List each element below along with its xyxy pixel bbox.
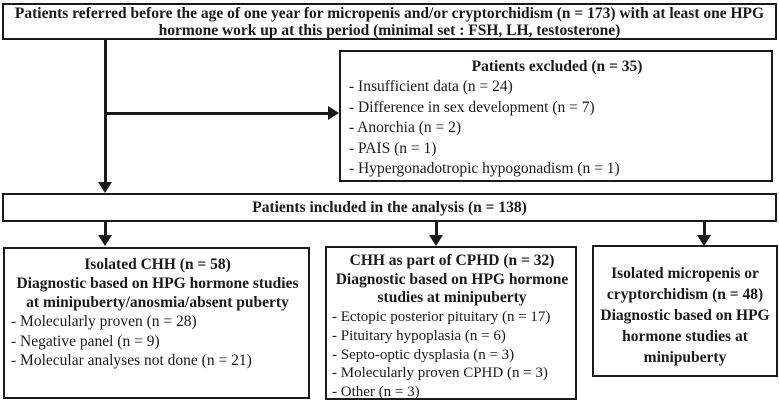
isolated-chh-box: Isolated CHH (n = 58) Diagnostic based o… <box>3 247 310 399</box>
excluded-item: - Difference in sex development (n = 7) <box>349 98 595 116</box>
connector-excluded-branch <box>104 112 328 115</box>
isolated-chh-title-line: Diagnostic based on HPG hormone studies <box>16 275 299 292</box>
excluded-item: - Anorchia (n = 2) <box>349 119 462 136</box>
included-label: Patients included in the analysis (n = 1… <box>252 198 527 216</box>
cphd-item: - Molecularly proven CPHD (n = 3) <box>332 365 548 382</box>
cphd-title-line: Diagnostic based on HPG hormone <box>335 270 569 288</box>
isolated-chh-title-line: Isolated CHH (n = 58) <box>84 256 231 273</box>
arrowhead-to-excluded <box>328 106 339 120</box>
connector-to-isolated-micropenis <box>703 222 706 236</box>
cphd-title-line: CHH as part of CPHD (n = 32) <box>349 252 555 269</box>
isolated-micropenis-title-line: Diagnostic based on HPG <box>600 307 770 324</box>
connector-to-cphd <box>435 222 438 236</box>
isolated-micropenis-title-line: minipuberty <box>643 349 727 366</box>
arrowhead-to-isolated-chh <box>98 235 112 246</box>
isolated-micropenis-title-line: Isolated micropenis or <box>611 265 759 282</box>
cphd-item: - Septo-optic dysplasia (n = 3) <box>332 346 515 363</box>
connector-to-isolated-chh <box>104 222 107 236</box>
cphd-item: - Other (n = 3) <box>332 383 420 400</box>
isolated-chh-title-line: at minipuberty/anosmia/absent puberty <box>26 294 289 311</box>
included-patients-bar: Patients included in the analysis (n = 1… <box>2 193 777 222</box>
excluded-item: - Insufficient data (n = 24) <box>349 78 513 95</box>
cphd-title-line: studies at minipuberty <box>377 289 527 307</box>
isolated-micropenis-title-line: hormone studies at <box>622 328 748 345</box>
isolated-micropenis-title-line: cryptorchidism (n = 48) <box>606 286 764 303</box>
excluded-title: Patients excluded (n = 35) <box>471 58 643 75</box>
cphd-item: - Pituitary hypoplasia (n = 6) <box>332 327 506 344</box>
excluded-patients-box: Patients excluded (n = 35) - Insufficien… <box>339 50 773 182</box>
arrowhead-to-cphd <box>429 235 443 246</box>
cphd-item: - Ectopic posterior pituitary (n = 17) <box>332 309 551 326</box>
cphd-box: CHH as part of CPHD (n = 32) Diagnostic … <box>325 246 577 400</box>
isolated-micropenis-box: Isolated micropenis or cryptorchidism (n… <box>592 245 778 377</box>
arrowhead-to-included <box>98 182 112 193</box>
referred-patients-line-2: hormone work up at this period (minimal … <box>158 21 621 39</box>
arrowhead-to-isolated-micropenis <box>697 235 711 246</box>
referred-patients-box: Patients referred before the age of one … <box>2 3 777 40</box>
referred-patients-line-1: Patients referred before the age of one … <box>14 5 765 22</box>
isolated-chh-item: - Molecular analyses not done (n = 21) <box>11 352 252 369</box>
connector-main-vertical <box>104 38 107 184</box>
excluded-item: - Hypergonadotropic hypogonadism (n = 1) <box>349 160 620 177</box>
excluded-item: - PAIS (n = 1) <box>349 139 437 157</box>
isolated-chh-item: - Negative panel (n = 9) <box>11 332 160 350</box>
isolated-chh-item: - Molecularly proven (n = 28) <box>11 313 197 330</box>
